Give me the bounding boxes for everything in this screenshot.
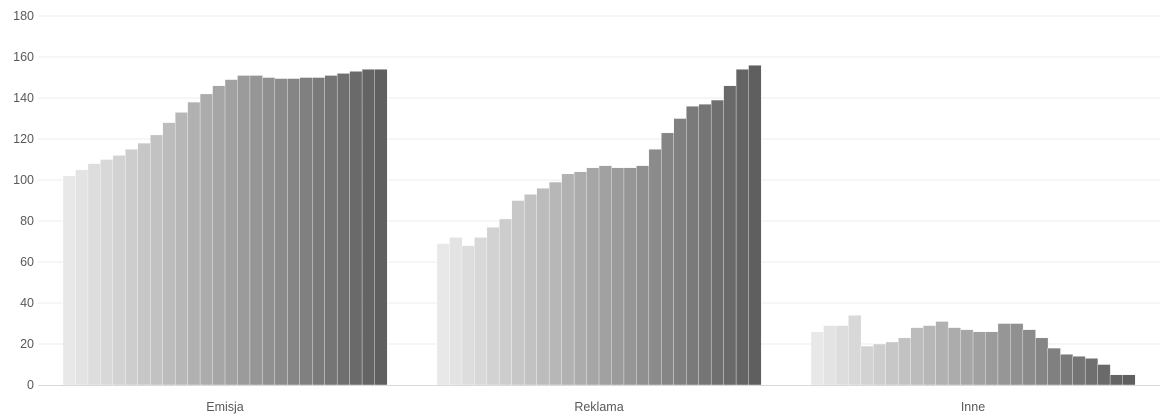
bar-reklama-18 — [648, 149, 662, 386]
bar-inne-13 — [960, 329, 974, 386]
bar-inne-18 — [1022, 329, 1036, 386]
bar-emisja-22 — [324, 75, 338, 386]
bar-reklama-24 — [723, 85, 737, 386]
bar-inne-24 — [1097, 364, 1111, 386]
bar-inne-8 — [898, 337, 912, 386]
bar-inne-11 — [935, 321, 949, 386]
bar-inne-16 — [997, 323, 1011, 386]
bar-emisja-7 — [137, 142, 151, 386]
bar-inne-14 — [972, 331, 986, 386]
y-tick-label: 180 — [13, 9, 34, 23]
axes: 0 20 40 60 80 100 120 140 160 180 Emisja Reklama Inn… — [13, 9, 1160, 414]
bar-emisja-4 — [100, 159, 114, 386]
bar-reklama-16 — [623, 167, 637, 386]
y-tick-label: 60 — [20, 255, 34, 269]
bar-emisja-21 — [312, 77, 326, 386]
bar-reklama-21 — [686, 105, 700, 386]
bar-emisja-16 — [249, 75, 263, 386]
bar-emisja-17 — [262, 77, 276, 386]
bar-emisja-3 — [87, 163, 101, 386]
bar-reklama-4 — [474, 237, 488, 386]
bar-inne-9 — [910, 327, 924, 386]
y-tick-label: 0 — [27, 378, 34, 392]
y-tick-label: 80 — [20, 214, 34, 228]
bar-emisja-11 — [187, 101, 201, 386]
y-tick-label: 120 — [13, 132, 34, 146]
bar-emisja-13 — [212, 85, 226, 386]
bar-emisja-26 — [374, 69, 388, 386]
bar-reklama-7 — [511, 200, 525, 386]
bar-emisja-12 — [199, 93, 214, 386]
bar-emisja-9 — [162, 122, 176, 386]
bar-inne-10 — [922, 325, 937, 386]
bars — [62, 64, 1136, 386]
y-tick-label: 40 — [20, 296, 34, 310]
bar-reklama-26 — [748, 64, 762, 386]
bar-emisja-2 — [75, 169, 89, 386]
bar-inne-20 — [1047, 347, 1061, 386]
bar-reklama-17 — [636, 165, 650, 386]
bar-reklama-8 — [524, 194, 538, 386]
bar-inne-25 — [1109, 374, 1124, 386]
x-category-label: Reklama — [574, 400, 623, 414]
bar-inne-5 — [860, 345, 874, 386]
bar-reklama-19 — [661, 132, 675, 386]
bar-emisja-25 — [361, 69, 376, 386]
y-tick-label: 20 — [20, 337, 34, 351]
y-tick-label: 160 — [13, 50, 34, 64]
bar-emisja-10 — [174, 112, 189, 386]
bar-reklama-10 — [548, 181, 563, 386]
bar-reklama-14 — [598, 165, 612, 386]
bar-inne-22 — [1072, 356, 1086, 386]
bar-reklama-13 — [586, 167, 600, 386]
bar-inne-12 — [947, 327, 962, 386]
bar-inne-26 — [1122, 374, 1136, 386]
bar-emisja-19 — [287, 78, 301, 386]
bar-emisja-23 — [336, 73, 351, 386]
bar-reklama-6 — [499, 218, 513, 386]
bar-inne-19 — [1035, 337, 1049, 386]
bar-inne-7 — [885, 341, 899, 386]
bar-reklama-23 — [710, 99, 725, 386]
bar-reklama-1 — [436, 243, 450, 386]
bar-inne-15 — [985, 331, 999, 386]
bar-emisja-8 — [150, 134, 164, 386]
bar-emisja-14 — [224, 79, 238, 386]
bar-inne-4 — [848, 315, 862, 386]
y-tick-label: 140 — [13, 91, 34, 105]
bar-inne-21 — [1060, 354, 1074, 386]
bar-reklama-11 — [561, 173, 575, 386]
bar-reklama-2 — [449, 237, 463, 386]
bar-emisja-15 — [237, 75, 251, 386]
bar-inne-1 — [810, 331, 824, 386]
x-category-label: Inne — [961, 400, 985, 414]
bar-reklama-25 — [735, 69, 750, 386]
x-category-label: Emisja — [206, 400, 244, 414]
y-tick-label: 100 — [13, 173, 34, 187]
bar-reklama-20 — [673, 118, 687, 386]
bar-emisja-6 — [125, 149, 139, 386]
bar-reklama-15 — [611, 167, 625, 386]
bar-emisja-24 — [349, 71, 363, 386]
bar-reklama-3 — [461, 245, 475, 386]
bar-reklama-5 — [486, 226, 500, 386]
bar-emisja-18 — [274, 78, 288, 386]
bar-reklama-9 — [536, 187, 550, 386]
bar-inne-3 — [835, 325, 849, 386]
bar-inne-23 — [1084, 358, 1099, 386]
bar-inne-6 — [873, 343, 887, 386]
bar-inne-17 — [1010, 323, 1024, 386]
bar-reklama-12 — [573, 171, 588, 386]
bar-emisja-5 — [112, 155, 126, 386]
bar-inne-2 — [823, 325, 837, 386]
bar-emisja-20 — [299, 77, 313, 386]
bar-emisja-1 — [62, 175, 76, 386]
bar-reklama-22 — [698, 103, 712, 386]
